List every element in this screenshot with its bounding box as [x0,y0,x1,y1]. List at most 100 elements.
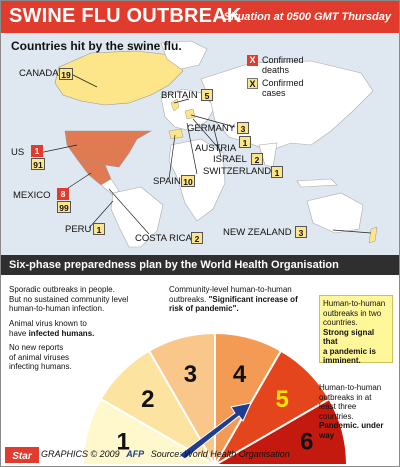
situation-time: Situation at 0500 GMT Thursday [223,11,391,23]
world-map-panel: Countries hit by the swine flu. X Confir… [1,33,399,255]
phase-segment-6 [211,397,349,466]
note-phase6: Human-to-human outbreaks in at least thr… [319,383,383,440]
credit-source: Source: World Health Organisation [150,449,290,459]
legend-deaths-label-2: deaths [262,65,290,75]
spain-cases-box: 10 [181,175,195,187]
legend-deaths-swatch: X [247,55,258,66]
label-costa-rica: COSTA RICA [135,233,192,244]
note-phase5-line3: countries. [323,318,358,327]
greenland-shape [160,40,208,70]
note-phase5-line1: Human-to-human [323,299,386,308]
peru-cases-box: 1 [93,223,105,235]
phase-number-5: 5 [276,386,289,413]
footer: Star GRAPHICS © 2009 AFP Source: World H… [1,445,399,466]
phase-number-2: 2 [141,386,154,413]
star-logo-text: Star [12,451,33,462]
plan-header: Six-phase preparedness plan by the World… [1,255,399,275]
phase-number-6: 6 [300,428,313,455]
note-phase1-line1: No new reports [9,343,64,352]
note-phase4-bold2: risk of pandemic". [169,304,239,313]
us-shape [64,130,153,168]
current-phase-arrow-icon [178,402,252,460]
us-cases-box: 91 [31,158,45,170]
note-phase2: Animal virus known to have infected huma… [9,319,94,338]
indonesia-shape [296,178,338,188]
label-israel: ISRAEL [213,154,247,165]
label-new-zealand: NEW ZEALAND [223,227,292,238]
legend-deaths-label-1: Confirmed [262,55,304,65]
note-phase1-line2: of animal viruses [9,352,70,362]
note-phase4: Community-level human-to-human outbreaks… [169,285,298,314]
mexico-deaths-box: 8 [57,188,69,200]
switzerland-cases-box: 1 [271,166,283,178]
australia-shape [306,192,364,234]
star-logo: Star [5,447,39,463]
note-phase6-bold1: Pandemic. under [319,421,384,430]
note-phase3-line1: Sporadic outbreaks in people. [9,285,115,294]
germany-shape [184,108,196,120]
legend-deaths: X Confirmed deaths [247,55,304,75]
note-phase4-line1: Community-level human-to-human [169,285,292,294]
israel-cases-box: 2 [251,153,263,165]
note-phase3-line2: But no sustained community level [9,294,129,304]
label-switzerland: SWITZERLAND [203,166,272,177]
note-phase4-line2: outbreaks. [169,294,209,304]
phase-gauge: 123 456 [81,331,349,466]
note-phase3-line3: human-to-human infection. [9,304,105,313]
phase-number-1: 1 [117,428,130,455]
label-austria: AUSTRIA [195,143,237,154]
note-phase6-line4: countries. [319,411,354,421]
canada-shape [54,50,184,106]
credit-agency: AFP [126,449,145,459]
austria-cases-box: 1 [239,136,251,148]
label-spain: SPAIN [153,176,181,187]
page-title: SWINE FLU OUTBREAK [9,5,242,27]
canada-cases-box: 19 [59,68,73,80]
note-phase4-bold1: "Significant increase of [208,294,298,304]
note-phase2-line1: Animal virus known to [9,319,87,328]
central-america-shape [100,178,120,196]
note-phase5-highlight: Human-to-human outbreaks in two countrie… [319,295,393,365]
legend-cases-label-2: cases [262,88,286,98]
germany-cases-box: 3 [237,122,249,134]
map-subtitle: Countries hit by the swine flu. [11,39,182,53]
south-america-shape [110,186,164,248]
map-legend: X Confirmed deaths X Confirmed cases [247,55,304,101]
britain-cases-box: 5 [201,89,213,101]
costa-rica-cases-box: 2 [191,232,203,244]
note-phase2-line2: have [9,328,29,338]
note-phase6-bold2: way [319,430,335,440]
label-peru: PERU [65,224,92,235]
header-bar: SWINE FLU OUTBREAK Situation at 0500 GMT… [1,1,399,33]
label-canada: CANADA [19,68,59,79]
new-zealand-cases-box: 3 [295,226,307,238]
note-phase5-line2: outbreaks in two [323,308,382,318]
label-britain: BRITAIN [161,90,198,101]
legend-cases-label-1: Confirmed [262,78,304,88]
us-deaths-box: 1 [31,145,43,157]
label-germany: GERMANY [187,123,236,134]
phase-number-4: 4 [233,361,247,388]
leader-lines [38,73,372,235]
who-plan-panel: Six-phase preparedness plan by the World… [1,255,399,466]
label-us: US [11,147,25,158]
note-phase5-bold1: Strong signal that [323,327,375,347]
note-phase1-line3: infecting humans. [9,362,72,371]
credit-graphics: GRAPHICS © 2009 [41,449,120,459]
note-phase6-line1: Human-to-human [319,383,382,392]
new-zealand-shape [368,226,378,244]
spain-shape [168,128,184,140]
footer-credit: GRAPHICS © 2009 AFP Source: World Health… [41,449,290,459]
note-phase6-line2: outbreaks in at [319,392,372,402]
note-phase5-bold3: imminent. [323,356,361,365]
plan-title: Six-phase preparedness plan by the World… [9,259,339,271]
label-mexico: MEXICO [13,190,51,201]
africa-shape [168,138,226,222]
note-phase3: Sporadic outbreaks in people. But no sus… [9,285,128,314]
note-phase5-bold2: a pandemic is [323,346,376,356]
legend-cases: X Confirmed cases [247,78,304,98]
legend-cases-swatch: X [247,78,258,89]
note-phase6-line3: least three [319,402,357,411]
mexico-cases-box: 99 [57,201,71,213]
